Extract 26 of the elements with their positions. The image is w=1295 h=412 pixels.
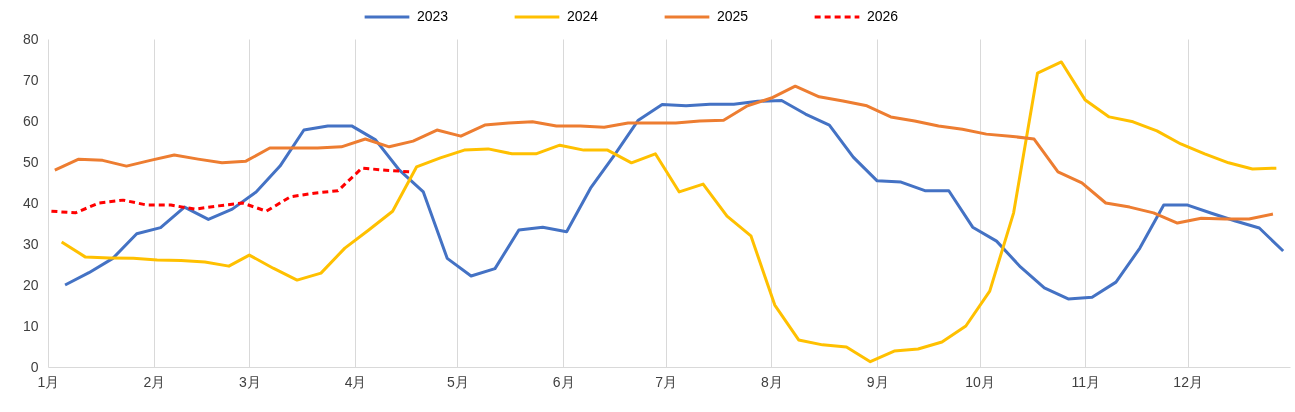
legend-label: 2024 [567, 8, 599, 24]
y-tick-label: 70 [22, 71, 39, 88]
x-tick-label: 4月 [344, 373, 367, 390]
x-tick-label: 11月 [1071, 373, 1101, 390]
y-tick-label: 80 [22, 30, 39, 47]
legend-label: 2025 [717, 8, 749, 24]
y-tick-label: 10 [22, 317, 39, 334]
x-tick-label: 3月 [238, 373, 261, 390]
x-tick-label: 12月 [1173, 373, 1203, 390]
x-tick-label: 5月 [447, 373, 469, 390]
x-tick-label: 6月 [552, 373, 575, 390]
y-tick-label: 30 [22, 235, 39, 252]
x-tick-label: 7月 [655, 373, 677, 390]
y-tick-label: 0 [30, 358, 39, 375]
legend-label: 2026 [867, 8, 899, 24]
legend-label: 2023 [417, 8, 449, 24]
y-tick-label: 50 [22, 153, 39, 170]
y-tick-label: 20 [22, 276, 39, 293]
x-tick-label: 9月 [866, 373, 889, 390]
x-tick-label: 8月 [760, 373, 783, 390]
y-tick-label: 60 [22, 112, 39, 129]
x-tick-label: 1月 [37, 373, 60, 390]
y-tick-label: 40 [22, 194, 39, 211]
line-series [49, 166, 412, 215]
x-tick-label: 10月 [965, 373, 995, 390]
x-tick-label: 2月 [143, 373, 166, 390]
